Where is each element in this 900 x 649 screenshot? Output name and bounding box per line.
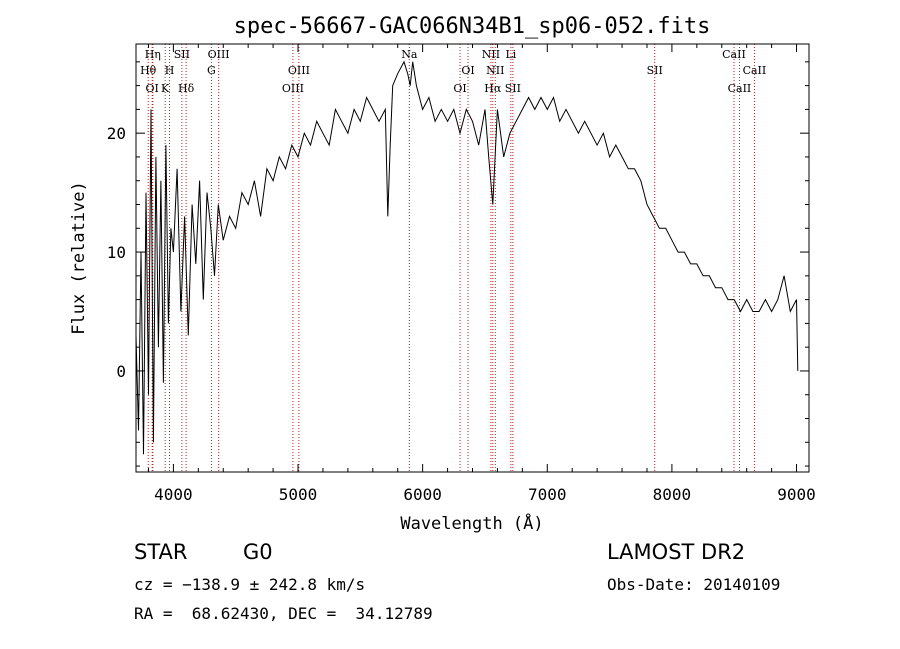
line-marker-label-4: H bbox=[165, 64, 175, 77]
x-axis-label: Wavelength (Å) bbox=[400, 512, 543, 534]
y-tick-label-2: 20 bbox=[107, 124, 126, 143]
line-marker-label-11: Na bbox=[401, 48, 418, 61]
line-marker-label-9: OIII bbox=[282, 82, 304, 95]
x-tick-label-1: 5000 bbox=[279, 485, 318, 504]
line-marker-label-16: NII bbox=[486, 64, 504, 77]
object-class: STAR bbox=[134, 540, 188, 564]
line-marker-label-15: Hα bbox=[484, 82, 502, 95]
line-marker-label-17: Li bbox=[505, 48, 516, 61]
y-tick-label-0: 0 bbox=[116, 362, 126, 381]
x-tick-label-0: 4000 bbox=[154, 485, 193, 504]
line-marker-label-22: CaII bbox=[743, 64, 767, 77]
redshift-velocity: cz = −138.9 ± 242.8 km/s bbox=[134, 575, 366, 594]
line-marker-labels: OI Hθ Hη KH SII Hδ G OIII OIII OIII Na OI OI NII Hα NII… bbox=[140, 48, 766, 95]
line-marker-label-14: NII bbox=[482, 48, 500, 61]
x-tick-label-5: 9000 bbox=[777, 485, 816, 504]
line-marker-label-7: G bbox=[207, 64, 216, 77]
line-marker-label-2: Hη bbox=[145, 48, 161, 61]
line-marker-label-19: SII bbox=[647, 64, 663, 77]
line-marker-label-5: SII bbox=[174, 48, 190, 61]
observation-date: Obs-Date: 20140109 bbox=[607, 575, 781, 594]
line-marker-label-13: OI bbox=[461, 64, 474, 77]
y-axis-label: Flux (relative) bbox=[69, 181, 89, 335]
line-markers bbox=[147, 44, 755, 472]
survey-name: LAMOST DR2 bbox=[607, 540, 746, 564]
coordinates: RA = 68.62430, DEC = 34.12789 bbox=[134, 604, 433, 623]
line-marker-label-10: OIII bbox=[288, 64, 310, 77]
line-marker-label-20: CaII bbox=[722, 48, 746, 61]
x-tick-label-4: 8000 bbox=[653, 485, 692, 504]
line-marker-label-18: SII bbox=[505, 82, 521, 95]
line-marker-label-6: Hδ bbox=[178, 82, 195, 95]
plot-frame bbox=[135, 43, 810, 473]
x-tick-label-2: 6000 bbox=[403, 485, 442, 504]
spectrum-line bbox=[135, 60, 799, 455]
x-axis-ticks: 4000 5000 6000 7000 8000 9000 bbox=[147, 44, 816, 504]
chart-title: spec-56667-GAC066N34B1_sp06-052.fits bbox=[234, 14, 711, 39]
line-marker-label-0: OI bbox=[146, 82, 159, 95]
x-tick-label-3: 7000 bbox=[528, 485, 567, 504]
line-marker-label-8: OIII bbox=[208, 48, 230, 61]
y-axis-ticks: 0 10 20 bbox=[107, 61, 809, 467]
line-marker-label-1: Hθ bbox=[140, 64, 157, 77]
line-marker-label-3: K bbox=[161, 82, 170, 95]
line-marker-label-21: CaII bbox=[728, 82, 752, 95]
line-marker-label-12: OI bbox=[453, 82, 466, 95]
object-subclass: G0 bbox=[243, 540, 273, 564]
y-tick-label-1: 10 bbox=[107, 243, 126, 262]
